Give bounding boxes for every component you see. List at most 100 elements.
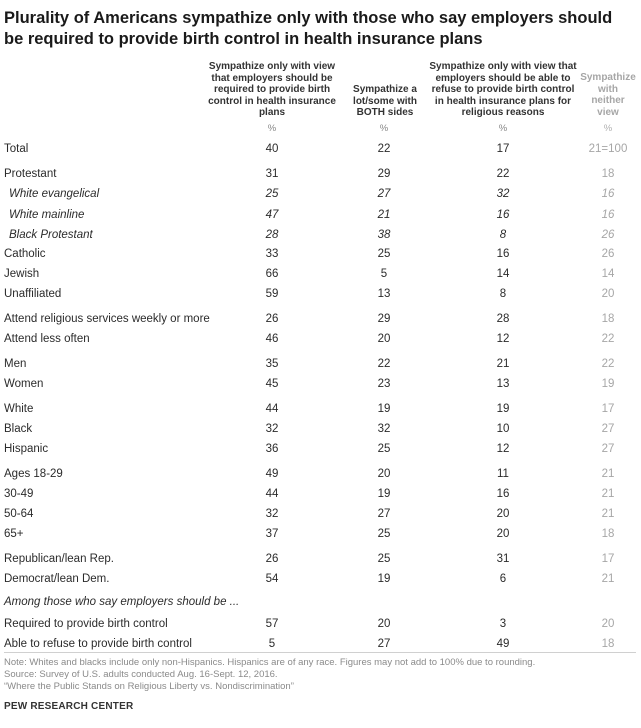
- row-label: Ages 18-29: [4, 468, 63, 480]
- cell-value: 25: [377, 553, 391, 565]
- cell-value: 25: [377, 443, 391, 455]
- cell-value: 66: [265, 268, 279, 280]
- cell-value: 25: [265, 188, 279, 200]
- cell-value: 20: [496, 528, 510, 540]
- column-header-both-sides: Sympathize a lot/some with BOTH sides: [353, 84, 417, 118]
- row-label: 65+: [4, 528, 24, 540]
- table-row: Required to provide birth control 57 20 3 20: [0, 616, 641, 636]
- cell-value: 22: [377, 143, 391, 155]
- cell-value: 31: [496, 553, 510, 565]
- cell-value: 3: [499, 618, 507, 630]
- cell-value: 19: [377, 403, 391, 415]
- row-label: White: [4, 403, 34, 415]
- cell-value: 18: [601, 528, 615, 540]
- cell-value: 5: [268, 638, 276, 650]
- cell-value: 33: [265, 248, 279, 260]
- cell-value: 11: [497, 468, 509, 480]
- cell-value: 12: [496, 333, 510, 345]
- table-subheading: Among those who say employers should be …: [4, 596, 240, 608]
- cell-value: 44: [265, 488, 279, 500]
- cell-value: 22: [601, 358, 615, 370]
- cell-value: 27: [377, 638, 391, 650]
- table-row: White mainline 47 21 16 16: [0, 207, 641, 227]
- percent-label-col3: %: [498, 123, 508, 134]
- cell-value: 27: [601, 423, 615, 435]
- note-line: Note: Whites and blacks include only non…: [4, 657, 536, 668]
- cell-value: 20: [601, 618, 615, 630]
- table-row: Unaffiliated 59 13 8 20: [0, 286, 641, 306]
- table-row: Ages 18-29 49 20 11 21: [0, 466, 641, 486]
- cell-value: 25: [377, 528, 391, 540]
- cell-value: 17: [601, 553, 615, 565]
- cell-value: 32: [265, 508, 279, 520]
- row-label: Jewish: [4, 268, 40, 280]
- table-row: Attend religious services weekly or more…: [0, 311, 641, 331]
- cell-value: 21: [601, 573, 615, 585]
- cell-value: 38: [377, 229, 391, 241]
- cell-value: 19: [377, 488, 391, 500]
- cell-value: 40: [265, 143, 279, 155]
- cell-value: 47: [265, 209, 279, 221]
- table-row: 50-64 32 27 20 21: [0, 506, 641, 526]
- cell-value: 22: [496, 168, 510, 180]
- cell-value: 22: [377, 358, 391, 370]
- cell-value: 21: [601, 488, 615, 500]
- cell-value: 26: [601, 248, 615, 260]
- organization-name: PEW RESEARCH CENTER: [4, 701, 134, 712]
- cell-value: 14: [496, 268, 510, 280]
- cell-value: 49: [265, 468, 279, 480]
- cell-value: 26: [265, 553, 279, 565]
- cell-value: 37: [265, 528, 279, 540]
- percent-label-col1: %: [267, 123, 277, 134]
- cell-value: 14: [601, 268, 615, 280]
- cell-value: 19: [377, 573, 391, 585]
- column-header-neither: Sympathize with neither view: [580, 72, 636, 118]
- cell-value: 57: [265, 618, 279, 630]
- table-row: White evangelical 25 27 32 16: [0, 186, 641, 206]
- percent-label-col2: %: [379, 123, 389, 134]
- cell-value: 21: [377, 209, 391, 221]
- row-label: Attend less often: [4, 333, 90, 345]
- cell-value: 21: [496, 358, 510, 370]
- cell-value: 29: [377, 168, 391, 180]
- row-label: Able to refuse to provide birth control: [4, 638, 192, 650]
- cell-value: 28: [496, 313, 510, 325]
- table-row: Total 40 22 17 21=100: [0, 141, 641, 161]
- cell-value: 31: [265, 168, 279, 180]
- cell-value: 8: [499, 229, 507, 241]
- cell-value: 20: [377, 618, 391, 630]
- cell-value: 5: [380, 268, 388, 280]
- cell-value: 20: [601, 288, 615, 300]
- cell-value: 19: [601, 378, 615, 390]
- table-row: Men 35 22 21 22: [0, 356, 641, 376]
- cell-value: 16: [601, 188, 615, 200]
- row-label: Black Protestant: [9, 229, 93, 241]
- row-label: Attend religious services weekly or more: [4, 313, 210, 325]
- cell-value: 25: [377, 248, 391, 260]
- row-label: White evangelical: [9, 188, 100, 200]
- cell-value: 18: [601, 638, 615, 650]
- cell-value: 29: [377, 313, 391, 325]
- cell-value: 18: [601, 313, 615, 325]
- footer-divider: [4, 652, 636, 653]
- cell-value: 26: [265, 313, 279, 325]
- cell-value: 46: [265, 333, 279, 345]
- row-label: Women: [4, 378, 44, 390]
- cell-value: 19: [496, 403, 510, 415]
- table-row: Attend less often 46 20 12 22: [0, 331, 641, 351]
- cell-value: 21=100: [588, 143, 628, 155]
- cell-value: 10: [496, 423, 510, 435]
- row-label: Total: [4, 143, 29, 155]
- table-row: Catholic 33 25 16 26: [0, 246, 641, 266]
- table-row: Hispanic 36 25 12 27: [0, 441, 641, 461]
- row-label: Catholic: [4, 248, 46, 260]
- table-row: Republican/lean Rep. 26 25 31 17: [0, 551, 641, 571]
- cell-value: 28: [265, 229, 279, 241]
- row-label: Men: [4, 358, 27, 370]
- cell-value: 17: [601, 403, 615, 415]
- cell-value: 23: [377, 378, 391, 390]
- row-label: 30-49: [4, 488, 34, 500]
- table-row: Protestant 31 29 22 18: [0, 166, 641, 186]
- cell-value: 16: [496, 209, 510, 221]
- cell-value: 59: [265, 288, 279, 300]
